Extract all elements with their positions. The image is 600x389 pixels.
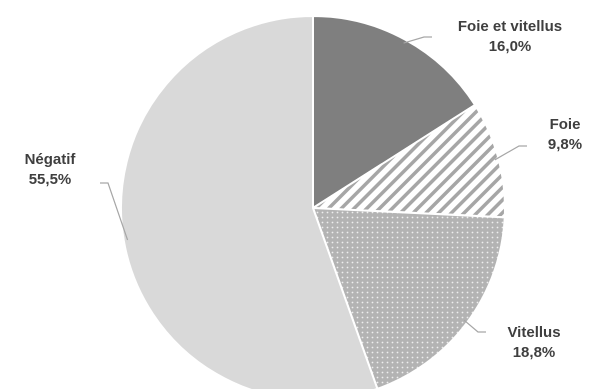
leader-lines [100,36,527,333]
leader-line-negatif [100,182,129,241]
label-foie-value: 9,8% [548,136,582,153]
label-foie-name: Foie [550,116,581,133]
label-vitellus-name: Vitellus [507,324,560,341]
label-negatif-value: 55,5% [29,171,72,188]
label-vitellus-value: 18,8% [513,344,556,361]
pie-slice-negatif [119,14,379,389]
pie-slices [119,14,506,389]
pie-slice-foie-et-vitellus [312,14,477,210]
leader-line-foie [494,145,527,161]
leader-line-foie-et-vitellus [403,36,432,44]
pie-slice-foie [309,103,506,219]
leader-line-vitellus [463,319,486,333]
label-foie-et-vitellus-value: 16,0% [489,38,532,55]
label-foie-et-vitellus-name: Foie et vitellus [458,18,562,35]
label-negatif-name: Négatif [25,151,77,168]
